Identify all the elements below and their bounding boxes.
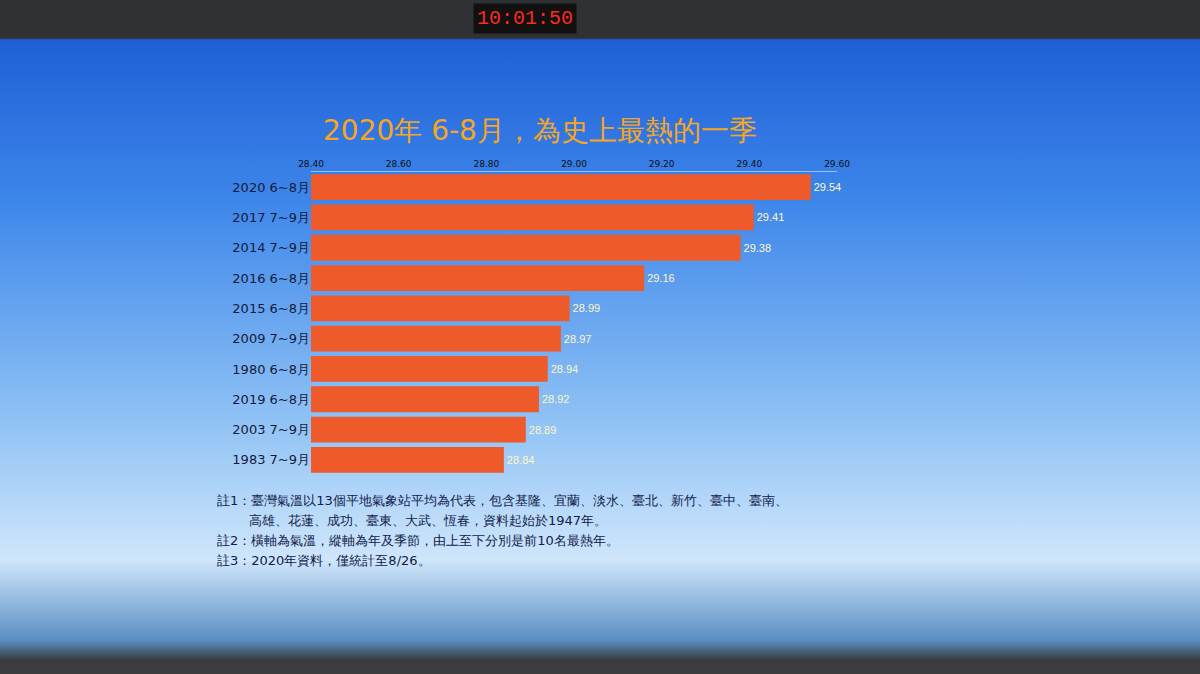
svg-text:註2：橫軸為氣溫，縱軸為年及季節，由上至下分別是前10名最熱: 註2：橫軸為氣溫，縱軸為年及季節，由上至下分別是前10名最熱年。	[217, 533, 619, 548]
svg-text:2015 6~8月: 2015 6~8月	[232, 301, 310, 316]
svg-text:29.16: 29.16	[647, 272, 675, 284]
svg-text:29.00: 29.00	[561, 159, 587, 169]
svg-text:28.84: 28.84	[507, 454, 535, 466]
svg-text:29.41: 29.41	[757, 211, 785, 223]
svg-text:28.89: 28.89	[529, 424, 557, 436]
svg-text:28.92: 28.92	[542, 393, 570, 405]
svg-text:2009 7~9月: 2009 7~9月	[232, 331, 310, 346]
svg-text:1980 6~8月: 1980 6~8月	[232, 362, 310, 377]
svg-text:29.40: 29.40	[736, 159, 762, 169]
svg-text:2014 7~9月: 2014 7~9月	[232, 240, 310, 255]
svg-text:29.20: 29.20	[649, 159, 675, 169]
svg-text:28.80: 28.80	[473, 159, 499, 169]
svg-text:2003 7~9月: 2003 7~9月	[232, 422, 310, 437]
svg-text:註3：2020年資料，僅統計至8/26。: 註3：2020年資料，僅統計至8/26。	[217, 553, 431, 568]
svg-text:2020 6~8月: 2020 6~8月	[232, 180, 310, 195]
svg-text:28.60: 28.60	[386, 159, 412, 169]
svg-text:10:01:50: 10:01:50	[477, 7, 573, 30]
svg-text:註1：臺灣氣溫以13個平地氣象站平均為代表，包含基隆、宜蘭、: 註1：臺灣氣溫以13個平地氣象站平均為代表，包含基隆、宜蘭、淡水、臺北、新竹、臺…	[217, 493, 788, 508]
svg-text:29.38: 29.38	[744, 242, 772, 254]
svg-text:28.40: 28.40	[298, 159, 324, 169]
svg-text:2017 7~9月: 2017 7~9月	[232, 210, 310, 225]
svg-text:2019 6~8月: 2019 6~8月	[232, 392, 310, 407]
svg-text:高雄、花蓮、成功、臺東、大武、恆春，資料起始於1947年。: 高雄、花蓮、成功、臺東、大武、恆春，資料起始於1947年。	[249, 513, 607, 528]
svg-text:28.94: 28.94	[551, 363, 579, 375]
svg-text:29.54: 29.54	[814, 181, 842, 193]
svg-text:28.99: 28.99	[573, 302, 601, 314]
svg-text:28.97: 28.97	[564, 333, 592, 345]
svg-text:2020年 6-8月，為史上最熱的一季: 2020年 6-8月，為史上最熱的一季	[323, 114, 757, 147]
svg-text:29.60: 29.60	[824, 159, 850, 169]
svg-text:1983 7~9月: 1983 7~9月	[232, 452, 310, 467]
svg-text:2016 6~8月: 2016 6~8月	[232, 271, 310, 286]
